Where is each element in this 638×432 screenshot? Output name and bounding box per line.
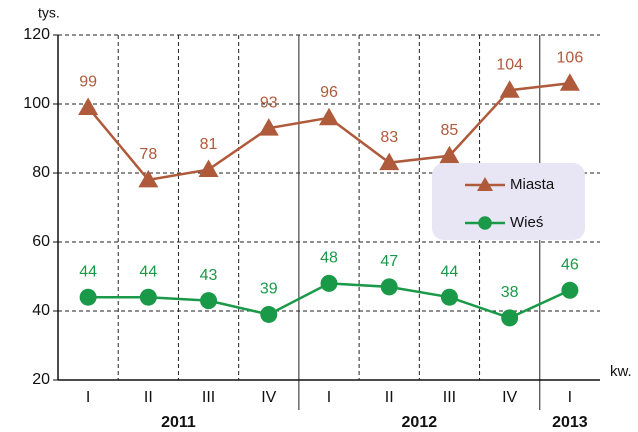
marker (138, 169, 159, 188)
y-tick-label: 80 (32, 164, 50, 181)
x-tick-label: I (86, 389, 90, 406)
data-label: 106 (557, 50, 584, 67)
marker (79, 288, 97, 306)
marker (260, 305, 278, 323)
data-label: 104 (496, 56, 523, 73)
marker (319, 107, 339, 126)
marker (561, 281, 579, 299)
marker (258, 118, 279, 136)
data-label: 46 (561, 257, 579, 274)
marker (478, 216, 492, 230)
data-label: 47 (380, 253, 398, 270)
x-tick-label: IV (502, 389, 517, 406)
marker (477, 177, 493, 191)
data-label: 85 (441, 122, 459, 139)
marker (559, 73, 580, 91)
x-tick-label: IV (261, 389, 276, 406)
data-label: 44 (139, 263, 157, 280)
data-label: 39 (260, 281, 278, 298)
marker (439, 145, 460, 164)
year-label: 2011 (161, 414, 196, 431)
marker (379, 152, 400, 171)
x-tick-label: III (443, 389, 456, 406)
x-tick-label: II (144, 389, 153, 406)
data-label: 44 (79, 263, 97, 280)
marker (380, 278, 398, 296)
data-label: 81 (200, 136, 218, 153)
marker (499, 80, 520, 98)
marker (139, 288, 157, 306)
data-label: 38 (501, 284, 519, 301)
legend-box (432, 163, 585, 240)
data-label: 96 (320, 84, 338, 101)
legend-label: Miasta (510, 176, 555, 193)
y-tick-label: 100 (23, 95, 50, 112)
y-tick-label: 120 (23, 26, 50, 43)
marker (320, 274, 338, 292)
data-label: 99 (79, 74, 97, 91)
data-label: 44 (441, 263, 459, 280)
data-label: 93 (260, 94, 278, 111)
data-label: 43 (200, 267, 218, 284)
y-tick-label: 60 (32, 233, 50, 250)
x-tick-label: III (202, 389, 215, 406)
marker (440, 288, 458, 306)
x-tick-label: II (385, 389, 394, 406)
x-tick-label: I (327, 389, 331, 406)
year-label: 2013 (552, 414, 588, 431)
x-unit-label: kw. (610, 363, 632, 380)
x-tick-label: I (568, 389, 572, 406)
marker (78, 97, 99, 115)
marker (198, 159, 219, 178)
marker (200, 292, 218, 310)
y-unit-label: tys. (38, 5, 60, 21)
data-label: 48 (320, 250, 338, 267)
y-tick-label: 40 (32, 302, 50, 319)
year-label: 2012 (402, 414, 438, 431)
data-label: 78 (139, 146, 157, 163)
legend-label: Wieś (510, 214, 543, 231)
marker (501, 309, 519, 327)
data-label: 83 (380, 129, 398, 146)
y-tick-label: 20 (32, 371, 50, 388)
